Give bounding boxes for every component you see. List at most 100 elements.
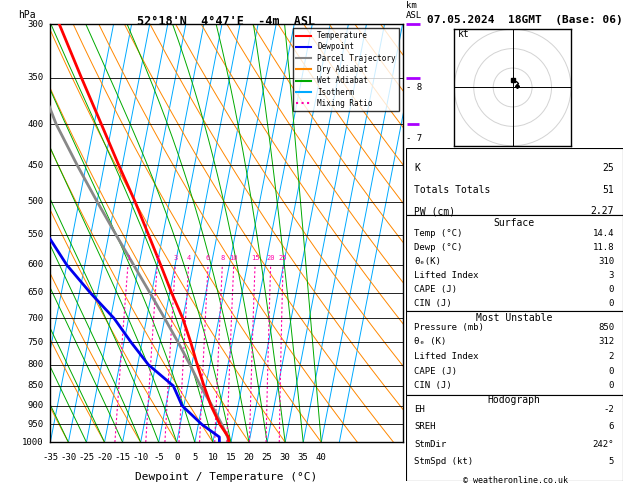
Text: θₑ(K): θₑ(K) [415, 257, 442, 265]
Text: 3: 3 [609, 271, 614, 279]
Text: θₑ (K): θₑ (K) [415, 337, 447, 347]
Text: Totals Totals: Totals Totals [415, 185, 491, 195]
Text: 850: 850 [598, 323, 614, 332]
Text: Dewpoint / Temperature (°C): Dewpoint / Temperature (°C) [135, 471, 318, 482]
Text: 11.8: 11.8 [593, 243, 614, 252]
Text: Dewp (°C): Dewp (°C) [415, 243, 463, 252]
Text: - 5: - 5 [406, 228, 422, 237]
Text: 0: 0 [609, 298, 614, 308]
Text: -20: -20 [96, 453, 113, 462]
Bar [406, 312, 623, 395]
Bar [406, 395, 623, 481]
Text: 20: 20 [243, 453, 254, 462]
Text: 2: 2 [155, 255, 159, 261]
Text: CIN (J): CIN (J) [415, 298, 452, 308]
Text: 0: 0 [609, 367, 614, 376]
Text: - 3: - 3 [406, 316, 422, 326]
Text: hPa: hPa [19, 10, 36, 20]
Text: 5: 5 [609, 457, 614, 466]
Text: 2.27: 2.27 [591, 207, 614, 216]
Text: 400: 400 [27, 120, 43, 129]
Legend: Temperature, Dewpoint, Parcel Trajectory, Dry Adiabat, Wet Adiabat, Isotherm, Mi: Temperature, Dewpoint, Parcel Trajectory… [292, 28, 399, 111]
Text: Hodograph: Hodograph [487, 395, 541, 404]
Text: - 1: - 1 [406, 399, 422, 407]
Text: Lifted Index: Lifted Index [415, 352, 479, 361]
Text: -15: -15 [114, 453, 131, 462]
Text: 40: 40 [316, 453, 326, 462]
Text: Surface: Surface [494, 218, 535, 228]
Text: 14.4: 14.4 [593, 228, 614, 238]
Text: 10: 10 [208, 453, 218, 462]
Text: - 4: - 4 [406, 273, 422, 282]
Text: 650: 650 [27, 288, 43, 297]
Bar [406, 148, 623, 215]
Text: CAPE (J): CAPE (J) [415, 284, 457, 294]
Text: 52°18'N  4°47'E  -4m  ASL: 52°18'N 4°47'E -4m ASL [137, 15, 316, 28]
Text: 850: 850 [27, 382, 43, 390]
Text: 5: 5 [192, 453, 198, 462]
Text: -5: -5 [153, 453, 164, 462]
Text: SREH: SREH [415, 422, 436, 432]
Text: 07.05.2024  18GMT  (Base: 06): 07.05.2024 18GMT (Base: 06) [427, 15, 623, 25]
Text: 900: 900 [27, 401, 43, 410]
Text: 35: 35 [298, 453, 309, 462]
Text: -2: -2 [603, 405, 614, 414]
Text: 25: 25 [279, 255, 287, 261]
Text: 1: 1 [126, 255, 130, 261]
Text: - 7: - 7 [406, 134, 422, 143]
Text: - 2: - 2 [406, 358, 422, 367]
Text: StmDir: StmDir [415, 440, 447, 449]
Text: - 8: - 8 [406, 83, 422, 92]
Text: 10: 10 [230, 255, 238, 261]
Text: 51: 51 [603, 185, 614, 195]
Text: 750: 750 [27, 338, 43, 347]
Text: 25: 25 [603, 163, 614, 173]
Text: Mixing Ratio (g/kg): Mixing Ratio (g/kg) [451, 182, 460, 284]
Text: 800: 800 [27, 360, 43, 369]
Text: Most Unstable: Most Unstable [476, 313, 552, 323]
Text: kt: kt [458, 29, 470, 39]
Text: 6: 6 [206, 255, 210, 261]
Text: 500: 500 [27, 197, 43, 206]
Text: -35: -35 [42, 453, 58, 462]
Text: 30: 30 [280, 453, 291, 462]
Text: 550: 550 [27, 230, 43, 239]
Text: CIN (J): CIN (J) [415, 382, 452, 390]
Text: 950: 950 [27, 420, 43, 429]
Text: 0: 0 [609, 382, 614, 390]
Text: 8: 8 [220, 255, 225, 261]
Text: -LCL: -LCL [406, 427, 426, 435]
Text: 1000: 1000 [22, 438, 43, 447]
Text: Pressure (mb): Pressure (mb) [415, 323, 484, 332]
Text: 310: 310 [598, 257, 614, 265]
Text: Lifted Index: Lifted Index [415, 271, 479, 279]
Text: - 6: - 6 [406, 182, 422, 191]
Text: StmSpd (kt): StmSpd (kt) [415, 457, 474, 466]
Text: 312: 312 [598, 337, 614, 347]
Text: 4: 4 [187, 255, 191, 261]
Bar [406, 215, 623, 312]
Text: 0: 0 [174, 453, 179, 462]
Text: PW (cm): PW (cm) [415, 207, 455, 216]
Text: 350: 350 [27, 73, 43, 82]
Text: 0: 0 [609, 284, 614, 294]
Text: K: K [415, 163, 420, 173]
Text: -25: -25 [79, 453, 94, 462]
Text: © weatheronline.co.uk: © weatheronline.co.uk [464, 476, 568, 485]
Text: Temp (°C): Temp (°C) [415, 228, 463, 238]
Text: EH: EH [415, 405, 425, 414]
Text: 300: 300 [27, 20, 43, 29]
Text: 15: 15 [251, 255, 259, 261]
Text: 15: 15 [226, 453, 237, 462]
Text: 700: 700 [27, 314, 43, 323]
Text: 3: 3 [173, 255, 177, 261]
Text: 25: 25 [262, 453, 272, 462]
Text: 20: 20 [267, 255, 275, 261]
Text: km
ASL: km ASL [406, 0, 422, 20]
Text: 6: 6 [609, 422, 614, 432]
Text: 2: 2 [609, 352, 614, 361]
Text: 450: 450 [27, 160, 43, 170]
Text: -30: -30 [60, 453, 77, 462]
Text: -10: -10 [133, 453, 148, 462]
Text: 242°: 242° [593, 440, 614, 449]
